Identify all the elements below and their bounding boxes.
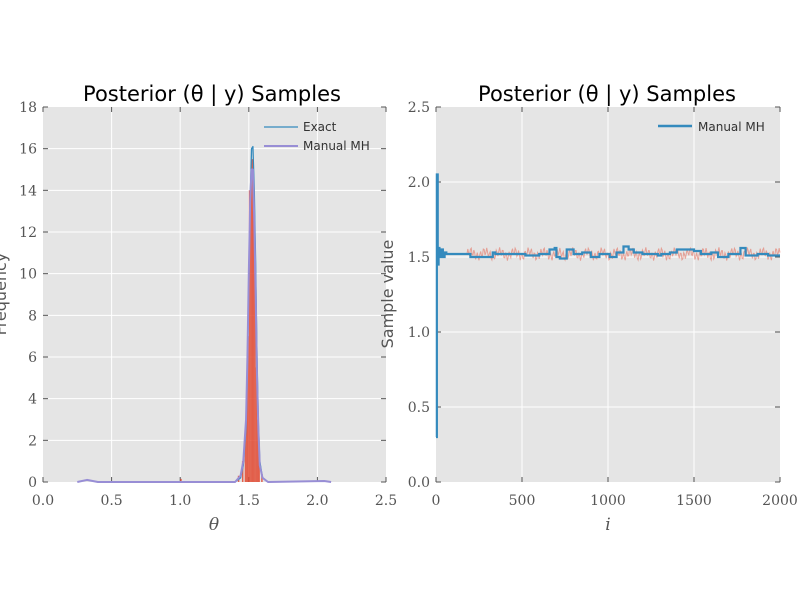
histogram-bar bbox=[248, 190, 251, 483]
x-tick-label: 1.0 bbox=[169, 493, 191, 509]
histogram-bar bbox=[250, 186, 252, 482]
y-tick-label: 0 bbox=[28, 475, 37, 491]
y-tick-label: 2.5 bbox=[408, 100, 430, 116]
series-line-manual-mh bbox=[435, 173, 780, 439]
x-tick-label: 2.5 bbox=[375, 493, 397, 509]
histogram-bar bbox=[180, 478, 182, 482]
legend-label-manual-mh: Manual MH bbox=[698, 120, 765, 134]
histogram-bar bbox=[247, 336, 249, 482]
y-tick-label: 16 bbox=[19, 142, 37, 158]
y-tick-label: 0.5 bbox=[408, 400, 430, 416]
histogram-bar bbox=[241, 461, 244, 482]
histogram-bar bbox=[251, 159, 254, 483]
legend: Manual MH bbox=[658, 120, 765, 134]
histogram-bar bbox=[257, 419, 259, 482]
x-tick-label: 1.5 bbox=[238, 493, 260, 509]
x-tick-label: 0 bbox=[432, 493, 441, 509]
x-tick-label: 1500 bbox=[676, 493, 712, 509]
x-tick-label: 2000 bbox=[762, 493, 798, 509]
x-tick-label: 1000 bbox=[590, 493, 626, 509]
y-tick-label: 14 bbox=[19, 183, 37, 199]
chart-title: Posterior (θ | y) Samples bbox=[83, 82, 341, 107]
y-tick-label: 4 bbox=[28, 392, 37, 408]
y-tick-labels: 0.0 0.5 1.0 1.5 2.0 2.5 bbox=[408, 100, 430, 491]
histogram-bars bbox=[180, 159, 263, 483]
grid-lines bbox=[42, 106, 387, 483]
y-axis-label: Sample value bbox=[378, 240, 397, 349]
histogram-chart: 0.0 0.5 1.0 1.5 2.0 2.5 0 2 4 6 8 10 12 14 16 18 Poste… bbox=[0, 82, 397, 535]
y-tick-label: 18 bbox=[19, 100, 37, 116]
histogram-bar bbox=[246, 398, 248, 482]
y-tick-label: 2 bbox=[28, 433, 37, 449]
y-tick-labels: 0 2 4 6 8 10 12 14 16 18 bbox=[19, 100, 37, 491]
plot-area bbox=[43, 107, 386, 482]
x-tick-label: 0.0 bbox=[32, 493, 54, 509]
y-tick-label: 1.0 bbox=[408, 325, 430, 341]
histogram-bar bbox=[252, 211, 255, 482]
x-tick-labels: 0.0 0.5 1.0 1.5 2.0 2.5 bbox=[32, 493, 397, 509]
y-axis-label: Frequency bbox=[0, 253, 10, 336]
x-axis-label: θ bbox=[209, 515, 219, 535]
series-lines bbox=[435, 173, 780, 439]
y-tick-label: 8 bbox=[28, 308, 37, 324]
histogram-bar bbox=[258, 457, 260, 482]
chart-title: Posterior (θ | y) Samples bbox=[478, 82, 736, 107]
histogram-bar bbox=[255, 367, 258, 482]
y-tick-label: 12 bbox=[19, 225, 37, 241]
series-lines bbox=[77, 145, 332, 483]
legend-label-manual-mh: Manual MH bbox=[303, 139, 370, 153]
x-tick-label: 2.0 bbox=[306, 493, 328, 509]
legend-label-exact: Exact bbox=[303, 120, 337, 134]
x-tick-labels: 0 500 1000 1500 2000 bbox=[432, 493, 798, 509]
series-line-manual-mh bbox=[77, 168, 332, 483]
x-tick-label: 500 bbox=[509, 493, 536, 509]
y-tick-label: 2.0 bbox=[408, 175, 430, 191]
x-axis-label: i bbox=[605, 515, 610, 535]
y-tick-label: 6 bbox=[28, 350, 37, 366]
trace-chart: 0 500 1000 1500 2000 0.0 0.5 1.0 1.5 2.0 2.5 Post… bbox=[378, 82, 798, 535]
histogram-bar bbox=[254, 273, 256, 482]
legend: Exact Manual MH bbox=[264, 120, 370, 153]
x-tick-label: 0.5 bbox=[100, 493, 122, 509]
y-tick-label: 10 bbox=[19, 267, 37, 283]
y-tick-label: 0.0 bbox=[408, 475, 430, 491]
y-tick-label: 1.5 bbox=[408, 250, 430, 266]
histogram-bar bbox=[244, 429, 247, 482]
